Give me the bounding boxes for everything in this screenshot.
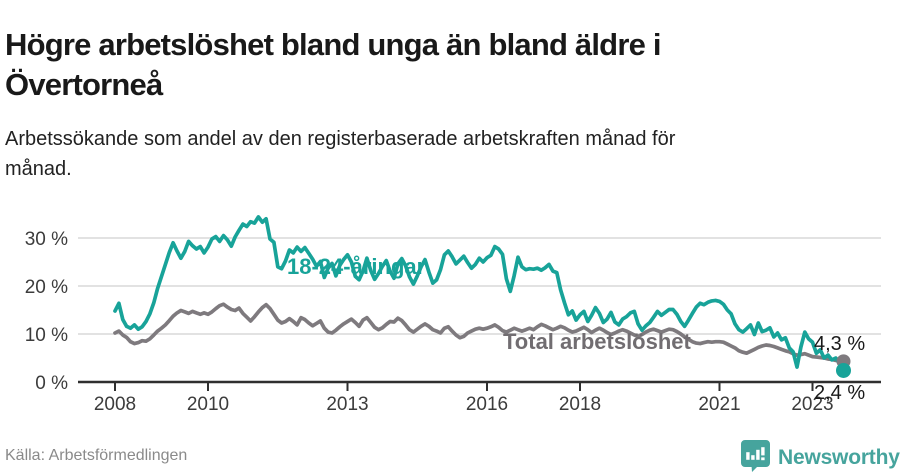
chart-subtitle: Arbetssökande som andel av den registerb… [5, 124, 895, 184]
newsworthy-logo-icon [740, 439, 771, 474]
y-tick-label: 30 % [25, 229, 68, 250]
x-tick-label: 2016 [466, 394, 508, 415]
chart-subtitle-line-1: Arbetssökande som andel av den registerb… [5, 128, 676, 150]
source-note: Källa: Arbetsförmedlingen [5, 447, 188, 464]
y-tick-label: 10 % [25, 325, 68, 346]
x-tick-label: 2018 [559, 394, 601, 415]
x-tick-label: 2023 [791, 394, 833, 415]
end-dot-young [836, 362, 851, 378]
line-young [113, 215, 846, 373]
x-tick-label: 2010 [187, 394, 229, 415]
series-label-total: Total arbetslöshet [503, 329, 691, 354]
chart-subtitle-line-2: månad. [5, 158, 72, 180]
x-tick-label: 2008 [94, 394, 136, 415]
x-tick-label: 2021 [698, 394, 740, 415]
newsworthy-wordmark: Newsworthy [778, 446, 900, 469]
line-total [113, 302, 846, 364]
y-tick-label: 20 % [25, 277, 68, 298]
page-title-line-2: Övertorneå [5, 66, 163, 102]
page-title: Högre arbetslöshet bland unga än bland ä… [5, 25, 895, 105]
series-label-young: 18-24-åringar [287, 254, 426, 279]
y-tick-label: 0 % [35, 373, 68, 394]
newsworthy-brand-link[interactable]: Newsworthy [740, 439, 900, 474]
end-value-label-total: 4,3 % [814, 333, 866, 355]
end-value-label-young: 2,4 % [814, 382, 866, 404]
x-tick-label: 2013 [326, 394, 368, 415]
page-title-line-1: Högre arbetslöshet bland unga än bland ä… [5, 26, 661, 62]
